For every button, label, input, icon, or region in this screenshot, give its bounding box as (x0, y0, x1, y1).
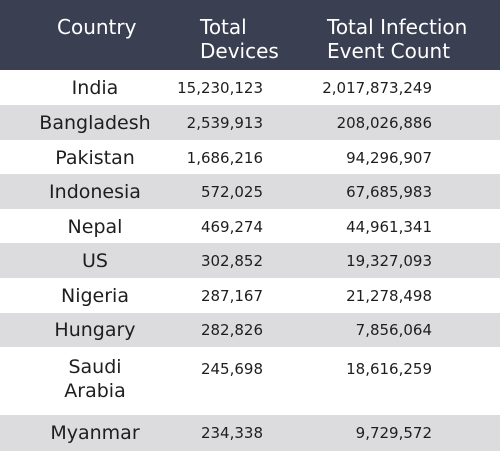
table-row: India 15,230,123 2,017,873,249 (0, 70, 500, 105)
table-header: Country Total Devices Total Infection Ev… (0, 0, 500, 70)
country-cell: Myanmar (50, 422, 140, 444)
devices-cell: 282,826 (200, 321, 263, 339)
events-cell: 9,729,572 (355, 424, 432, 442)
country-cell: Nepal (67, 216, 123, 238)
country-cell: India (71, 77, 119, 99)
devices-cell: 302,852 (200, 252, 263, 270)
table-row: Pakistan 1,686,216 94,296,907 (0, 140, 500, 175)
header-total-infection-event-count: Total Infection Event Count (327, 15, 468, 63)
events-cell: 44,961,341 (346, 218, 432, 236)
table-row: Myanmar 234,338 9,729,572 (0, 415, 500, 451)
header-country: Country (57, 15, 137, 39)
country-cell: Bangladesh (39, 112, 151, 134)
table-row: Nepal 469,274 44,961,341 (0, 209, 500, 244)
devices-cell: 234,338 (200, 424, 263, 442)
country-cell: US (82, 250, 108, 272)
events-cell: 2,017,873,249 (322, 79, 432, 97)
table-row: Hungary 282,826 7,856,064 (0, 313, 500, 347)
country-cell: Pakistan (55, 147, 135, 169)
country-cell: Saudi Arabia (64, 356, 126, 402)
table-row: Saudi Arabia 245,698 18,616,259 (0, 347, 500, 415)
devices-cell: 245,698 (200, 360, 263, 378)
events-cell: 18,616,259 (346, 360, 432, 378)
devices-cell: 287,167 (200, 287, 263, 305)
events-cell: 19,327,093 (346, 252, 432, 270)
table-row: Indonesia 572,025 67,685,983 (0, 174, 500, 209)
devices-cell: 572,025 (200, 183, 263, 201)
events-cell: 208,026,886 (336, 114, 432, 132)
table-row: Bangladesh 2,539,913 208,026,886 (0, 105, 500, 140)
table-row: Nigeria 287,167 21,278,498 (0, 278, 500, 313)
devices-cell: 469,274 (200, 218, 263, 236)
devices-cell: 2,539,913 (186, 114, 263, 132)
events-cell: 7,856,064 (355, 321, 432, 339)
country-cell: Hungary (54, 319, 136, 341)
events-cell: 21,278,498 (346, 287, 432, 305)
header-total-devices: Total Devices (200, 15, 279, 63)
devices-cell: 1,686,216 (186, 149, 263, 167)
country-cell: Nigeria (61, 285, 129, 307)
devices-cell: 15,230,123 (177, 79, 263, 97)
events-cell: 67,685,983 (346, 183, 432, 201)
events-cell: 94,296,907 (346, 149, 432, 167)
country-cell: Indonesia (49, 181, 141, 203)
table-row: US 302,852 19,327,093 (0, 243, 500, 278)
